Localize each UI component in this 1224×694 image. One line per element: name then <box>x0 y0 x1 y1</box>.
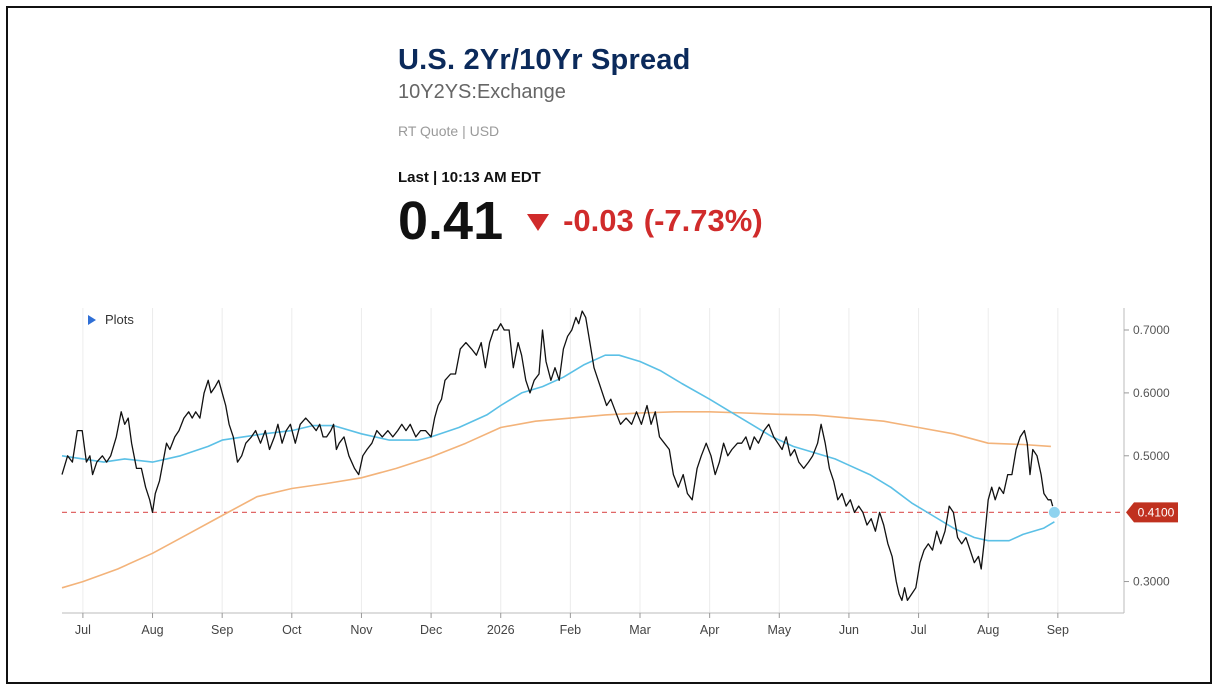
price-row: 0.41 -0.03 (-7.73%) <box>398 194 763 248</box>
x-tick-label: Aug <box>141 623 163 637</box>
x-tick-label: Mar <box>629 623 651 637</box>
x-tick-label: Feb <box>560 623 582 637</box>
x-tick-label: Sep <box>1047 623 1069 637</box>
change-percent: (-7.73%) <box>643 203 763 238</box>
price-series-line <box>61 310 1056 602</box>
ma-short-series-line <box>61 354 1055 542</box>
x-tick-label: Jul <box>911 623 927 637</box>
chart-panel <box>6 6 1212 684</box>
x-tick-label: Jun <box>839 623 859 637</box>
down-triangle-icon <box>527 213 550 231</box>
ma-long-series-line <box>61 411 1051 589</box>
y-tick-label: 0.6000 <box>1133 386 1170 400</box>
x-tick-label: Nov <box>350 623 373 637</box>
last-point-marker <box>1047 505 1061 519</box>
plots-label: Plots <box>105 312 134 327</box>
price-change: -0.03 (-7.73%) <box>527 203 763 239</box>
last-price: 0.41 <box>398 191 504 251</box>
last-timestamp: Last | 10:13 AM EDT <box>398 169 541 186</box>
play-triangle-icon <box>88 314 96 325</box>
plots-toggle[interactable]: Plots <box>88 312 134 327</box>
x-tick-label: 2026 <box>487 623 515 637</box>
x-tick-label: May <box>767 623 791 637</box>
x-tick-label: Sep <box>211 623 233 637</box>
y-tick-label: 0.3000 <box>1133 575 1170 589</box>
quote-header: U.S. 2Yr/10Yr Spread 10Y2YS:Exchange RT … <box>398 44 763 248</box>
y-tick-label: 0.7000 <box>1133 323 1170 337</box>
quote-symbol: 10Y2YS:Exchange <box>398 81 566 103</box>
x-tick-label: Jul <box>75 623 91 637</box>
y-tick-label: 0.5000 <box>1133 449 1170 463</box>
last-value-badge <box>1126 502 1178 523</box>
x-tick-label: Dec <box>420 623 442 637</box>
x-tick-label: Apr <box>700 623 719 637</box>
x-tick-label: Aug <box>977 623 999 637</box>
change-value: -0.03 <box>563 203 634 238</box>
x-tick-label: Oct <box>282 623 302 637</box>
quote-title: U.S. 2Yr/10Yr Spread <box>398 44 691 76</box>
rt-quote-label: RT Quote | USD <box>398 123 500 139</box>
last-value-label: 0.4100 <box>1138 505 1175 519</box>
